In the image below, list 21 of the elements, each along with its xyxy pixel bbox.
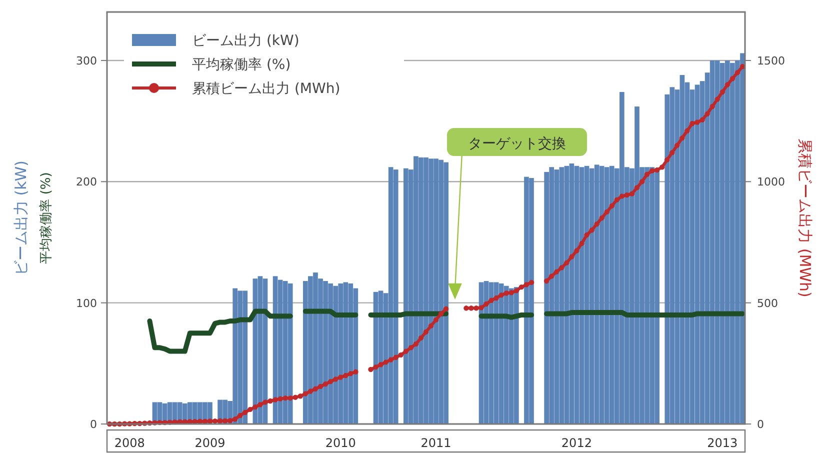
legend-label: ビーム出力 (kW): [192, 33, 300, 49]
text: 平均稼働率 (%): [38, 172, 54, 264]
y-tick-label: 100: [76, 296, 97, 310]
x-tick-label: 2012: [561, 436, 592, 450]
y-tick-label: 300: [76, 54, 97, 68]
y-tick-label: 0: [90, 418, 97, 431]
y2-tick-label: 500: [757, 296, 778, 310]
x-tick-label: 2008: [114, 436, 145, 450]
legend-label: 平均稼働率 (%): [192, 57, 291, 73]
y-axis-title: ビーム出力 (kW): [12, 160, 30, 276]
y2-tick-label: 1000: [757, 176, 785, 189]
y2-tick-label: 1500: [757, 54, 785, 68]
y2-axis-title: 累積ビーム出力 (MWh): [796, 138, 814, 298]
legend-label: 累積ビーム出力 (MWh): [192, 81, 340, 97]
x-tick-label: 2011: [420, 436, 452, 450]
y-tick-label: 200: [76, 176, 97, 189]
y2-tick-label: 0: [757, 418, 764, 431]
annotation: ターゲット交換: [468, 136, 566, 152]
x-tick-label: 2009: [194, 436, 226, 450]
x-tick-label: 2010: [325, 436, 356, 450]
x-tick-label: 2013: [707, 436, 738, 450]
